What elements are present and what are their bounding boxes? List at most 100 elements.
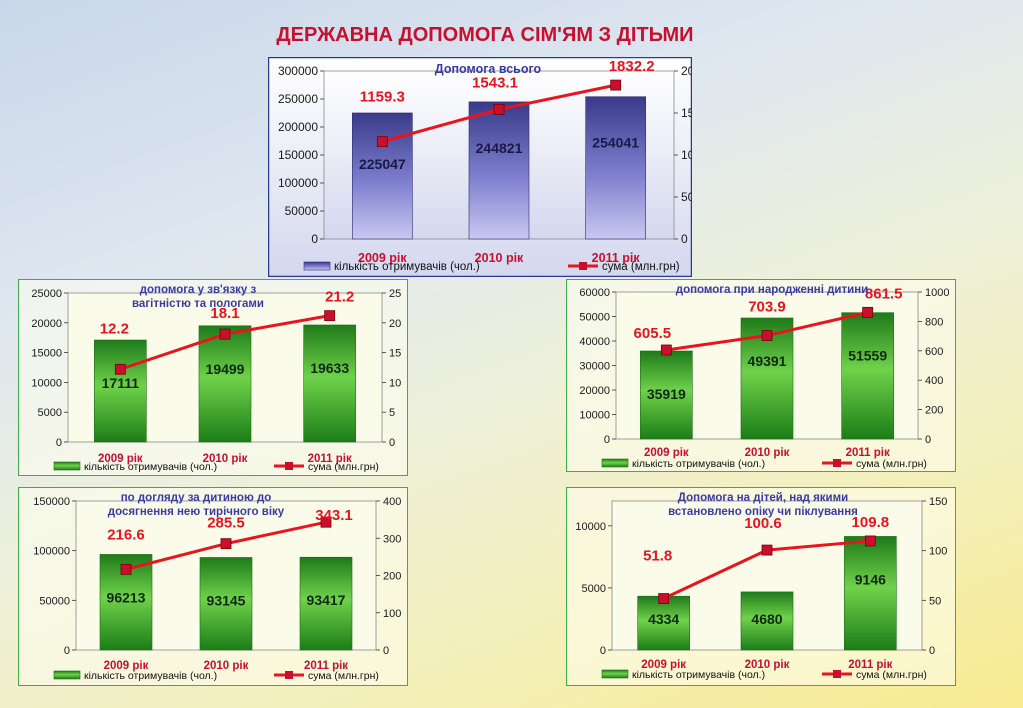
y-tick-label-left: 150000 <box>33 496 70 508</box>
line-value-label: 100.6 <box>744 515 782 532</box>
x-category-label: 2009 рік <box>358 251 407 265</box>
chart-total: 0 50000 100000 150000 200000 250000 300000 0 500… <box>268 57 692 277</box>
bar-value-label: 4680 <box>751 611 782 627</box>
bar-value-label: 19499 <box>206 361 245 377</box>
bar <box>640 350 693 440</box>
x-category-label: 2011 рік <box>846 447 890 459</box>
y-tick-label-right: 200 <box>925 405 943 417</box>
chart-title: допомога при народженні дитини <box>676 284 868 296</box>
line-marker <box>320 516 332 528</box>
line-value-label: 1543.1 <box>472 74 518 91</box>
y-tick-label-left: 200000 <box>278 120 318 134</box>
y-tick-label-left: 100000 <box>278 176 318 190</box>
y-tick-label-left: 10000 <box>575 521 606 533</box>
chart-title: по догляду за дитиною до досягнення нею т… <box>108 492 285 518</box>
x-category-label: 2010 рік <box>204 660 249 672</box>
chart-guardianship: 0 5000 10000 0 50 100 150 4334 4680 9146 51.8 100.6… <box>566 487 956 686</box>
y-tick-label-right: 15 <box>389 348 401 360</box>
bar-value-label: 93417 <box>307 592 346 608</box>
line-marker <box>324 310 336 322</box>
legend-marker-swatch <box>285 671 293 679</box>
chart-title: Допомога всього <box>435 62 542 76</box>
bar <box>841 312 894 440</box>
bar-value-label: 254041 <box>592 135 639 151</box>
y-tick-label-right: 1500 <box>681 106 692 120</box>
y-tick-label-right: 50 <box>929 595 941 607</box>
chart-svg: 0 5000 10000 0 50 100 150 4334 4680 9146 51.8 100.6… <box>566 487 956 686</box>
y-tick-label-right: 400 <box>383 496 401 508</box>
y-tick-label-left: 150000 <box>278 148 318 162</box>
legend-bar-swatch <box>53 670 81 680</box>
x-category-label: 2009 рік <box>98 453 143 465</box>
y-tick-label-left: 60000 <box>579 287 610 299</box>
legend-bar-label: кількість отримувачів (чол.) <box>84 670 217 682</box>
legend-marker-swatch <box>833 670 841 678</box>
chart-title: допомога у зв'язку з вагітністю та полога… <box>132 284 264 310</box>
chart-svg: 0 10000 20000 30000 40000 50000 60000 0 200 400 60… <box>566 279 956 472</box>
legend-bar-label: кількість отримувачів (чол.) <box>84 461 217 473</box>
y-tick-label-left: 20000 <box>579 385 610 397</box>
y-tick-label-left: 300000 <box>278 64 318 78</box>
bar <box>352 112 413 240</box>
line-marker <box>114 363 126 375</box>
y-tick-label-left: 5000 <box>38 407 62 419</box>
x-category-label: 2010 рік <box>203 453 248 465</box>
legend-marker-swatch <box>833 459 841 467</box>
line-value-label: 21.2 <box>325 289 354 306</box>
y-tick-label-right: 200 <box>383 571 401 583</box>
y-tick-label-left: 10000 <box>31 377 62 389</box>
line-value-label: 109.8 <box>852 514 890 531</box>
x-category-label: 2009 рік <box>644 447 689 459</box>
legend-line-label: сума (млн.грн) <box>308 670 379 682</box>
bar <box>585 96 646 240</box>
chart-title-line: Допомога на дітей, над якими <box>678 492 848 504</box>
line-value-label: 861.5 <box>865 285 903 302</box>
bar-value-label: 93145 <box>207 592 246 608</box>
chart-title-line: досягнення нею тирічного віку <box>108 506 285 518</box>
y-tick-label-left: 40000 <box>579 336 610 348</box>
x-category-label: 2009 рік <box>641 659 686 671</box>
y-tick-label-right: 5 <box>389 407 395 419</box>
line-value-label: 216.6 <box>107 526 145 543</box>
x-category-label: 2011 рік <box>848 659 892 671</box>
y-tick-label-right: 1000 <box>681 148 692 162</box>
y-tick-label-right: 100 <box>383 608 401 620</box>
line-value-label: 605.5 <box>634 325 672 342</box>
y-tick-label-right: 0 <box>681 232 688 246</box>
y-tick-label-right: 100 <box>929 546 947 558</box>
legend-bar-swatch <box>601 669 629 679</box>
y-tick-label-right: 0 <box>925 434 931 446</box>
y-tick-label-left: 50000 <box>285 204 319 218</box>
chart-title-line: встановлено опіку чи піклування <box>668 506 858 518</box>
y-tick-label-left: 0 <box>604 434 610 446</box>
y-tick-label-left: 250000 <box>278 92 318 106</box>
x-category-label: 2010 рік <box>475 251 524 265</box>
y-tick-label-right: 800 <box>925 316 943 328</box>
bar <box>740 591 794 651</box>
bar-value-label: 35919 <box>647 386 686 402</box>
line-value-label: 703.9 <box>748 299 786 316</box>
legend-bar-label: кількість отримувачів (чол.) <box>632 669 765 681</box>
y-tick-label-right: 25 <box>389 288 401 300</box>
y-tick-label-right: 0 <box>929 645 935 657</box>
chart-title-line: вагітністю та пологами <box>132 298 264 310</box>
bar <box>199 557 253 651</box>
bar-value-label: 51559 <box>848 348 887 364</box>
line-marker <box>219 328 231 340</box>
y-tick-label-left: 50000 <box>39 595 70 607</box>
chart-title-line: допомога у зв'язку з <box>140 284 257 296</box>
x-category-label: 2011 рік <box>304 660 348 672</box>
y-tick-label-right: 500 <box>681 190 692 204</box>
bar <box>198 325 252 443</box>
legend-line-label: сума (млн.грн) <box>856 669 927 681</box>
chart-svg: 0 5000 10000 15000 20000 25000 0 5 10 15 20 25 17111… <box>18 279 408 476</box>
y-tick-label-left: 0 <box>56 437 62 449</box>
line-marker <box>761 544 773 556</box>
line-marker <box>862 306 874 318</box>
line-value-label: 1832.2 <box>609 58 655 75</box>
legend-line-label: сума (млн.грн) <box>602 261 680 273</box>
y-tick-label-left: 5000 <box>582 583 606 595</box>
y-tick-label-left: 0 <box>600 645 606 657</box>
y-tick-label-right: 2000 <box>681 64 692 78</box>
legend-line-label: сума (млн.грн) <box>856 458 927 470</box>
